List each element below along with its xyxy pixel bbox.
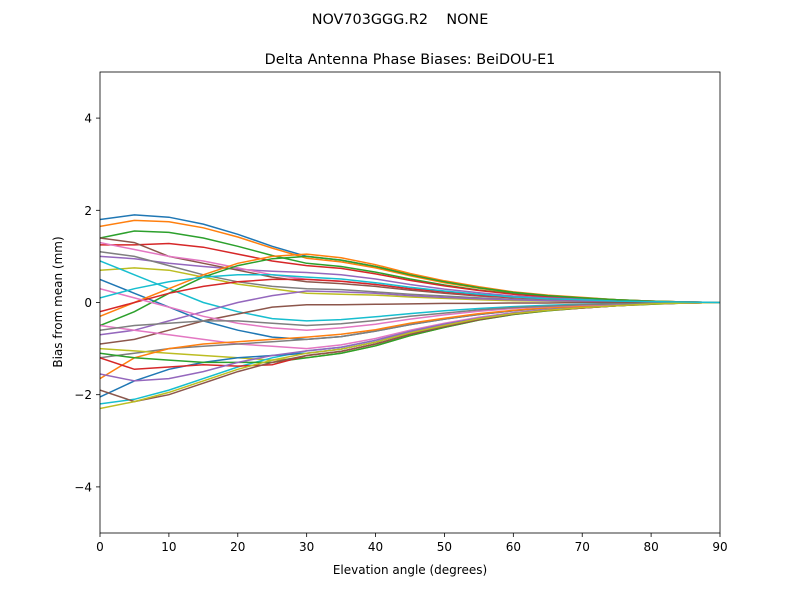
x-tick-label: 40 [368,540,383,554]
x-tick-label: 50 [437,540,452,554]
series-line-3 [100,230,720,304]
y-tick-label: −4 [74,480,92,494]
y-tick-label: 4 [84,112,92,126]
series-line-28 [100,301,720,331]
x-tick-label: 70 [575,540,590,554]
x-tick-label: 0 [96,540,104,554]
chart-title: Delta Antenna Phase Biases: BeiDOU-E1 [265,52,556,68]
x-axis: 0 10 20 30 40 50 60 70 80 90 [96,533,728,554]
x-tick-label: 10 [161,540,176,554]
series-line-10 [100,260,720,322]
suptitle: NOV703GGG.R2 NONE [312,12,489,28]
y-tick-label: −2 [74,388,92,402]
series-line-20 [100,301,720,405]
x-tick-label: 30 [299,540,314,554]
x-tick-label: 60 [506,540,521,554]
y-axis-label: Bias from mean (mm) [51,236,65,367]
y-tick-label: 2 [84,204,92,218]
series-line-17 [100,301,720,350]
x-axis-label: Elevation angle (degrees) [333,563,487,577]
series-line-6 [100,237,720,304]
x-tick-label: 80 [643,540,658,554]
series-lines [100,214,720,410]
y-axis: −4 −2 0 2 4 [74,112,100,494]
series-line-30 [100,274,720,304]
x-tick-label: 90 [712,540,727,554]
x-tick-label: 20 [230,540,245,554]
y-tick-label: 0 [84,296,92,310]
series-line-29 [100,301,720,410]
